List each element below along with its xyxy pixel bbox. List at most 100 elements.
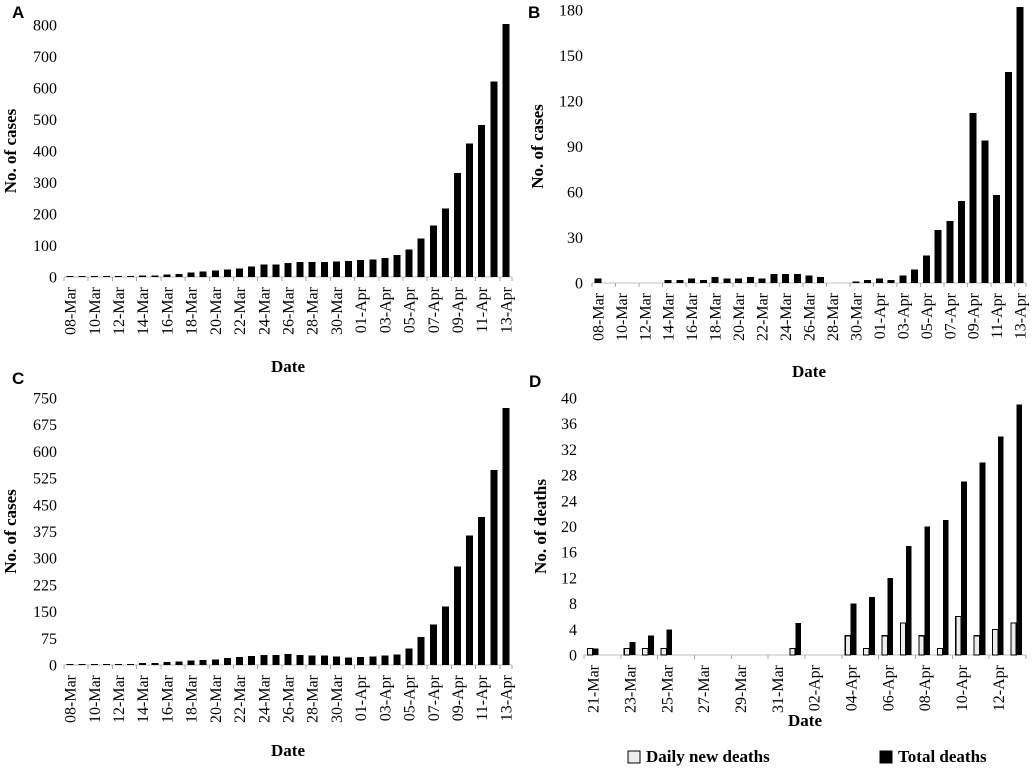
x-tick-label: 12-Apr [991,664,1008,711]
x-tick-label: 16-Mar [159,286,176,335]
daily-new-deaths-bar [642,648,649,656]
x-tick-label: 10-Mar [87,674,104,723]
y-tick-label: 20 [561,519,577,536]
y-tick-label: 0 [575,276,583,293]
y-tick-label: 500 [33,112,57,129]
panel-d-chart: 0 4 8 12 16 20 24 28 32 36 40 21-Mar 23-Mar 25-Mar 27-… [531,391,1027,766]
x-tick-label: 31-Mar [770,664,787,713]
daily-new-deaths-bar [844,635,852,656]
x-tick-label: 08-Apr [917,664,934,711]
x-tick-label: 18-Mar [708,292,725,341]
panel-label-a: A [12,3,25,22]
x-tick-label: 06-Apr [880,664,897,711]
x-tick-label: 22-Mar [755,292,772,341]
y-tick-label: 700 [33,49,57,66]
daily-new-deaths-bar [660,648,667,656]
x-tick-label: 30-Mar [329,674,346,723]
bar [441,208,449,277]
bar [417,637,425,665]
x-axis-title: Date [788,711,822,730]
bar [688,278,696,283]
x-tick-label: 04-Apr [844,664,861,711]
bar [490,469,498,665]
bar [151,275,159,277]
y-tick-label: 30 [567,230,583,247]
x-axis-title: Date [792,362,826,381]
daily-new-deaths-bar [586,648,594,656]
bar [127,276,135,277]
bar [357,656,365,665]
panel-label-c: C [12,369,25,388]
y-tick-label: 750 [33,391,57,408]
x-tick-label: 05-Apr [402,674,419,721]
panel-label-b: B [528,3,541,22]
x-tick-label: 14-Mar [135,286,152,335]
bar [284,653,292,665]
x-tick-label: 16-Mar [684,292,701,341]
x-tick-label: 13-Apr [1013,292,1030,339]
total-deaths-bar [795,622,802,655]
bar [405,648,413,665]
bar [248,656,256,665]
bar [381,257,389,277]
bar [711,276,719,283]
x-tick-label: 03-Apr [377,286,394,333]
x-tick-label: 18-Mar [184,286,201,335]
bar [284,263,292,277]
bar [466,535,474,665]
bar [864,279,872,283]
total-deaths-bar [998,436,1004,655]
bar [746,276,754,283]
x-tick-label: 12-Mar [637,292,654,341]
total-deaths-bar [979,462,986,655]
y-axis-title: No. of cases [1,489,20,574]
x-tick-label: 22-Mar [232,286,249,335]
bar [735,278,743,283]
bar [875,278,883,283]
total-deaths-bar [629,642,636,655]
bar [78,276,86,277]
y-tick-label: 120 [559,94,583,111]
daily-new-deaths-bar [899,622,907,656]
bar [114,276,122,277]
bar [393,654,401,665]
x-tick-label: 07-Apr [942,292,959,339]
bar [699,279,707,283]
y-tick-label: 600 [33,81,57,98]
bar [502,407,510,665]
bar [211,659,219,665]
x-tick-label: 27-Mar [696,664,713,713]
x-tick-label: 23-Mar [623,664,640,713]
y-tick-label: 0 [49,270,57,287]
x-tick-label: 05-Apr [919,292,936,339]
x-tick-label: 05-Apr [402,286,419,333]
daily-new-deaths-bar [992,628,999,656]
bar [357,259,365,277]
panel-label-d: D [529,372,542,391]
y-tick-label: 24 [561,493,577,510]
x-tick-label: 28-Mar [825,292,842,341]
y-tick-label: 300 [33,551,57,568]
x-tick-label: 01-Apr [353,674,370,721]
x-tick-label: 28-Mar [305,674,322,723]
bar [664,279,672,283]
bar [211,270,219,277]
bar [369,259,377,277]
y-tick-label: 180 [559,3,583,20]
bar [90,663,98,665]
bar [127,663,135,665]
y-tick-label: 90 [567,139,583,156]
bar [332,656,340,665]
bar [236,657,244,665]
y-tick-label: 150 [559,48,583,65]
x-tick-label: 12-Mar [111,674,128,723]
x-tick-label: 26-Mar [281,286,298,335]
x-tick-label: 02-Apr [807,664,824,711]
bar [369,656,377,665]
daily-new-deaths-bar [955,615,962,656]
total-deaths-bar [1016,404,1023,655]
bar [723,278,731,283]
bar [502,24,510,278]
bar [793,273,801,283]
x-tick-label: 08-Mar [63,674,80,723]
